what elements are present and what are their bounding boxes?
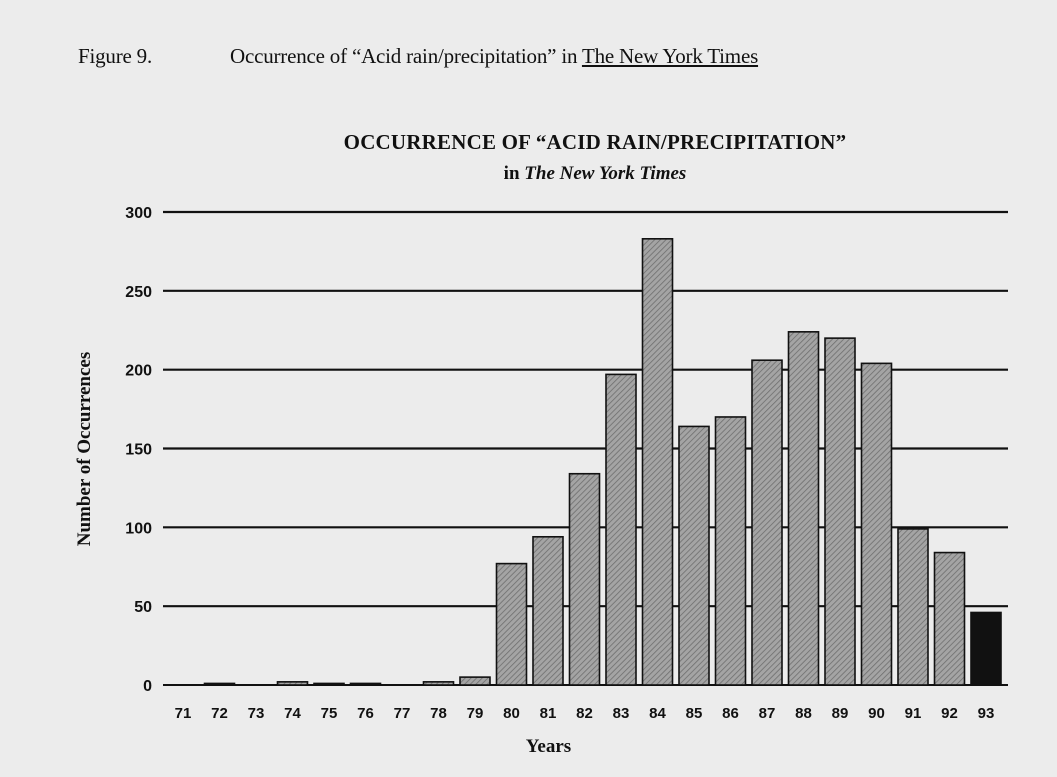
bar-76: [349, 682, 382, 686]
bar-74: [276, 681, 309, 686]
bar-79: [459, 676, 491, 686]
y-tick-label-200: 200: [125, 363, 152, 380]
x-tick-label-83: 83: [613, 705, 630, 722]
y-tick-label-300: 300: [125, 205, 152, 222]
y-tick-label-0: 0: [143, 678, 152, 695]
x-tick-label-74: 74: [284, 705, 301, 722]
x-tick-label-93: 93: [978, 705, 995, 722]
bar-78: [422, 681, 455, 686]
x-tick-label-72: 72: [211, 705, 228, 722]
bars: [203, 238, 1002, 686]
figure-caption: Figure 9. Occurrence of “Acid rain/precip…: [78, 44, 758, 69]
y-tick-label-50: 50: [134, 599, 152, 616]
bar-87: [751, 359, 783, 686]
x-axis-ticks: 71 72 73 74 75 76 77 78 79 80 81 82 83 84 85 86 87 88 89 90…: [175, 705, 995, 722]
figure-number: Figure 9.: [78, 44, 153, 68]
chart-subtitle-source: The New York Times: [524, 163, 687, 184]
bar-89: [824, 337, 856, 686]
bar-86: [714, 416, 747, 686]
bar-93: [970, 611, 1002, 686]
x-tick-label-73: 73: [248, 705, 265, 722]
y-axis-label: Number of Occurrences: [74, 351, 95, 547]
x-tick-label-91: 91: [905, 705, 922, 722]
figure-caption-source: The New York Times: [581, 44, 759, 68]
x-tick-label-88: 88: [795, 705, 812, 722]
x-tick-label-84: 84: [649, 705, 666, 722]
bar-81: [532, 535, 564, 686]
bar-83: [605, 373, 637, 686]
x-tick-label-76: 76: [357, 705, 374, 722]
x-tick-label-82: 82: [576, 705, 593, 722]
x-tick-label-92: 92: [941, 705, 958, 722]
bar-82: [568, 472, 601, 686]
bar-84: [641, 238, 674, 686]
bar-72: [203, 682, 236, 686]
y-tick-label-100: 100: [125, 520, 152, 537]
chart-subtitle-prefix: in: [503, 163, 525, 184]
x-tick-label-75: 75: [321, 705, 338, 722]
x-tick-label-71: 71: [175, 705, 192, 722]
bar-90: [860, 362, 893, 686]
bar-85: [678, 425, 710, 686]
x-tick-label-86: 86: [722, 705, 739, 722]
chart-title: OCCURRENCE OF “ACID RAIN/PRECIPITATION”: [343, 130, 847, 154]
x-tick-label-79: 79: [467, 705, 484, 722]
x-tick-label-77: 77: [394, 705, 411, 722]
figure-caption-text: Occurrence of “Acid rain/precipitation” …: [230, 44, 582, 68]
bar-92: [933, 551, 966, 686]
x-tick-label-85: 85: [686, 705, 703, 722]
y-tick-label-150: 150: [125, 442, 152, 459]
x-tick-label-78: 78: [430, 705, 447, 722]
x-tick-label-80: 80: [503, 705, 520, 722]
bar-80: [495, 562, 528, 686]
chart-subtitle: in The New York Times: [0, 163, 1057, 185]
x-tick-label-89: 89: [832, 705, 849, 722]
x-tick-label-90: 90: [868, 705, 885, 722]
y-axis-ticks: 0 50 100 150 200 250 300: [125, 205, 152, 695]
bar-88: [787, 331, 820, 686]
x-axis-label: Years: [525, 736, 572, 757]
x-tick-label-87: 87: [759, 705, 776, 722]
y-tick-label-250: 250: [125, 284, 152, 301]
bar-91: [897, 528, 929, 686]
bar-75: [313, 682, 345, 686]
x-tick-label-81: 81: [540, 705, 557, 722]
